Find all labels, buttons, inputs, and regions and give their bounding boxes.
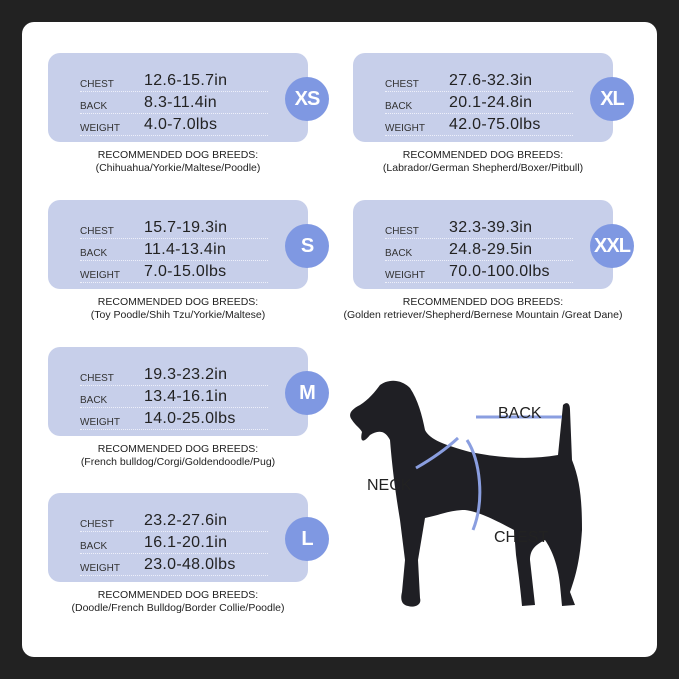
back-label: BACK [80,101,108,112]
size-badge: S [285,224,329,268]
recommended-heading: RECOMMENDED DOG BREEDS: [402,149,564,161]
breed-list: (Chihuahua/Yorkie/Maltese/Poodle) [95,162,261,174]
chest-value: 32.3-39.3in [449,219,533,236]
back-row: BACK 16.1-20.1in [80,533,268,554]
size-badge: M [285,371,329,415]
weight-value: 14.0-25.0lbs [144,410,236,427]
recommended-heading: RECOMMENDED DOG BREEDS: [97,443,259,455]
weight-label: WEIGHT [385,123,425,134]
size-badge: XL [590,77,634,121]
back-label: BACK [80,541,108,552]
back-label: BACK [498,405,542,422]
weight-value: 4.0-7.0lbs [144,116,218,133]
chest-label: CHEST [80,79,114,90]
recommended-heading: RECOMMENDED DOG BREEDS: [402,296,564,308]
back-row: BACK 24.8-29.5in [385,240,573,261]
recommended-heading: RECOMMENDED DOG BREEDS: [97,149,259,161]
recommended-heading: RECOMMENDED DOG BREEDS: [97,589,259,601]
back-row: BACK 13.4-16.1in [80,387,268,408]
size-badge: XXL [590,224,634,268]
back-value: 20.1-24.8in [449,94,533,111]
back-value: 24.8-29.5in [449,241,533,258]
weight-value: 23.0-48.0lbs [144,556,236,573]
back-row: BACK 20.1-24.8in [385,93,573,114]
breed-list: (Labrador/German Shepherd/Boxer/Pitbull) [382,162,584,174]
measurement-box: CHEST 32.3-39.3in BACK 24.8-29.5in WEIGHT 70.… [353,200,613,289]
chest-value: 23.2-27.6in [144,512,228,529]
back-value: 11.4-13.4in [144,241,227,258]
weight-row: WEIGHT 7.0-15.0lbs [80,262,268,283]
recommended-breeds: RECOMMENDED DOG BREEDS: (Toy Poodle/Shih … [38,296,318,322]
chest-row: CHEST 23.2-27.6in [80,511,268,532]
breed-list: (Doodle/French Bulldog/Border Collie/Poo… [71,602,285,614]
weight-label: WEIGHT [80,417,120,428]
back-label: BACK [80,395,108,406]
weight-row: WEIGHT 23.0-48.0lbs [80,555,268,576]
chest-value: 19.3-23.2in [144,366,228,383]
back-label: BACK [80,248,108,259]
chest-value: 15.7-19.3in [144,219,228,236]
size-badge: XS [285,77,329,121]
back-row: BACK 11.4-13.4in [80,240,268,261]
chest-row: CHEST 27.6-32.3in [385,71,573,92]
recommended-breeds: RECOMMENDED DOG BREEDS: (Doodle/French Bu… [38,589,318,615]
recommended-breeds: RECOMMENDED DOG BREEDS: (Chihuahua/Yorkie… [38,149,318,175]
chest-label: CHEST [80,519,114,530]
weight-row: WEIGHT 42.0-75.0lbs [385,115,573,136]
breed-list: (Toy Poodle/Shih Tzu/Yorkie/Maltese) [90,309,266,321]
weight-label: WEIGHT [80,270,120,281]
recommended-breeds: RECOMMENDED DOG BREEDS: (Labrador/German … [343,149,623,175]
weight-label: WEIGHT [385,270,425,281]
weight-value: 42.0-75.0lbs [449,116,541,133]
weight-value: 70.0-100.0lbs [449,263,550,280]
chest-label: CHEST [385,226,419,237]
recommended-breeds: RECOMMENDED DOG BREEDS: (French bulldog/C… [38,443,318,469]
weight-value: 7.0-15.0lbs [144,263,227,280]
measurement-box: CHEST 15.7-19.3in BACK 11.4-13.4in WEIGHT 7.0… [48,200,308,289]
breed-list: (Golden retriever/Shepherd/Bernese Mount… [343,309,623,321]
chest-row: CHEST 19.3-23.2in [80,365,268,386]
back-value: 16.1-20.1in [144,534,228,551]
chest-row: CHEST 32.3-39.3in [385,218,573,239]
neck-label: NECK [367,477,412,494]
measurement-box: CHEST 23.2-27.6in BACK 16.1-20.1in WEIGHT 23.… [48,493,308,582]
weight-row: WEIGHT 14.0-25.0lbs [80,409,268,430]
weight-row: WEIGHT 70.0-100.0lbs [385,262,573,283]
dog-silhouette-icon [350,380,582,607]
chest-label: CHEST [494,529,549,546]
chest-row: CHEST 12.6-15.7in [80,71,268,92]
chest-label: CHEST [80,373,114,384]
size-badge: L [285,517,329,561]
measurement-box: CHEST 19.3-23.2in BACK 13.4-16.1in WEIGHT 14.… [48,347,308,436]
chest-label: CHEST [80,226,114,237]
back-label: BACK [385,248,413,259]
measurement-box: CHEST 27.6-32.3in BACK 20.1-24.8in WEIGHT 42.… [353,53,613,142]
measurement-box: CHEST 12.6-15.7in BACK 8.3-11.4in WEIGHT 4.0-… [48,53,308,142]
chest-value: 12.6-15.7in [144,72,228,89]
back-value: 8.3-11.4in [144,94,217,111]
back-label: BACK [385,101,413,112]
dog-diagram [330,360,590,625]
chest-label: CHEST [385,79,419,90]
back-value: 13.4-16.1in [144,388,228,405]
weight-row: WEIGHT 4.0-7.0lbs [80,115,268,136]
back-row: BACK 8.3-11.4in [80,93,268,114]
recommended-breeds: RECOMMENDED DOG BREEDS: (Golden retriever… [343,296,623,322]
chest-row: CHEST 15.7-19.3in [80,218,268,239]
chest-value: 27.6-32.3in [449,72,533,89]
weight-label: WEIGHT [80,563,120,574]
weight-label: WEIGHT [80,123,120,134]
recommended-heading: RECOMMENDED DOG BREEDS: [97,296,259,308]
breed-list: (French bulldog/Corgi/Goldendoodle/Pug) [80,456,276,468]
